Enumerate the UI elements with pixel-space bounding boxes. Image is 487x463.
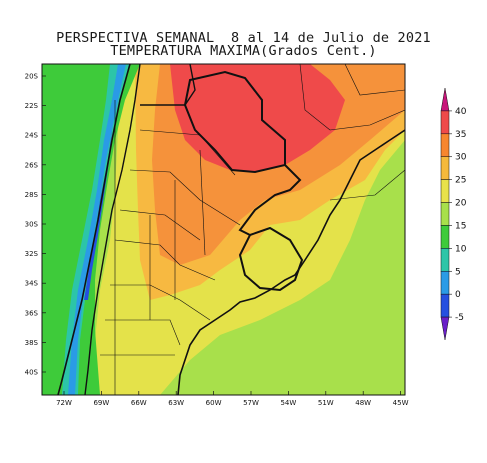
- coastline: [177, 129, 405, 395]
- colorbar-swatch: [440, 202, 450, 226]
- lon-label: 63W: [168, 399, 184, 407]
- map-frame: [41, 63, 406, 396]
- lat-label: 36S: [25, 309, 39, 317]
- lat-label: 24S: [25, 132, 39, 140]
- lat-label: 40S: [25, 369, 39, 377]
- province-lines: [100, 100, 241, 395]
- longitude-ticks: 72W 69W 66W 63W 60W 57W 54W 51W 48W 45W: [56, 391, 409, 407]
- colorbar-swatch: [440, 271, 450, 295]
- colorbar-label: 15: [455, 221, 466, 231]
- lon-label: 60W: [206, 399, 222, 407]
- lon-label: 57W: [243, 399, 259, 407]
- colorbar-label: -5: [455, 313, 464, 323]
- colorbar-label: 0: [455, 290, 461, 300]
- colorbar-label: 10: [455, 244, 467, 254]
- latitude-ticks: 20S 22S 24S 26S 28S 30S 32S 34S 36S 38S 40S: [25, 73, 46, 377]
- colorbar-label: 5: [455, 267, 461, 277]
- lat-label: 22S: [25, 102, 39, 110]
- lon-label: 69W: [93, 399, 109, 407]
- colorbar-swatch: [440, 87, 450, 112]
- andes-border: [84, 64, 141, 395]
- hot-zone: [170, 64, 345, 172]
- lat-label: 26S: [25, 161, 39, 169]
- colorbar-swatch: [440, 179, 450, 203]
- colorbar-swatch: [440, 293, 450, 318]
- lat-label: 20S: [25, 73, 39, 81]
- map-title-line1: PERSPECTIVA SEMANAL 8 al 14 de Julio de …: [56, 30, 431, 46]
- colorbar: 40 35 30 25 20 15 10 5 0 -5: [440, 87, 467, 341]
- lat-label: 38S: [25, 339, 39, 347]
- colorbar-swatch: [440, 316, 450, 341]
- colorbar-swatch: [440, 248, 450, 272]
- lon-label: 48W: [355, 399, 371, 407]
- colorbar-swatch: [440, 133, 450, 157]
- lat-label: 30S: [25, 221, 39, 229]
- lat-label: 32S: [25, 250, 39, 258]
- colorbar-label: 30: [455, 153, 467, 163]
- brazil-state-lines: [299, 64, 405, 201]
- map-title-line2: TEMPERATURA MAXIMA(Grados Cent.): [110, 43, 377, 59]
- lon-label: 54W: [280, 399, 296, 407]
- brazil-border: [238, 164, 302, 236]
- andes-blue: [68, 64, 126, 395]
- lat-label: 34S: [25, 280, 39, 288]
- lon-label: 51W: [318, 399, 334, 407]
- colorbar-label: 20: [455, 199, 467, 209]
- lon-label: 72W: [56, 399, 72, 407]
- colorbar-swatch: [440, 156, 450, 180]
- pacific-coast: [57, 64, 131, 395]
- uruguay-border: [238, 226, 304, 292]
- colorbar-label: 25: [455, 176, 466, 186]
- lat-label: 28S: [25, 191, 39, 199]
- colorbar-swatch: [440, 110, 450, 135]
- colorbar-label: 35: [455, 130, 466, 140]
- lon-label: 45W: [393, 399, 409, 407]
- colorbar-swatch: [440, 225, 450, 249]
- colorbar-label: 40: [455, 107, 467, 117]
- bolivia-border: [140, 64, 196, 106]
- lon-label: 66W: [131, 399, 147, 407]
- borders: [57, 64, 405, 395]
